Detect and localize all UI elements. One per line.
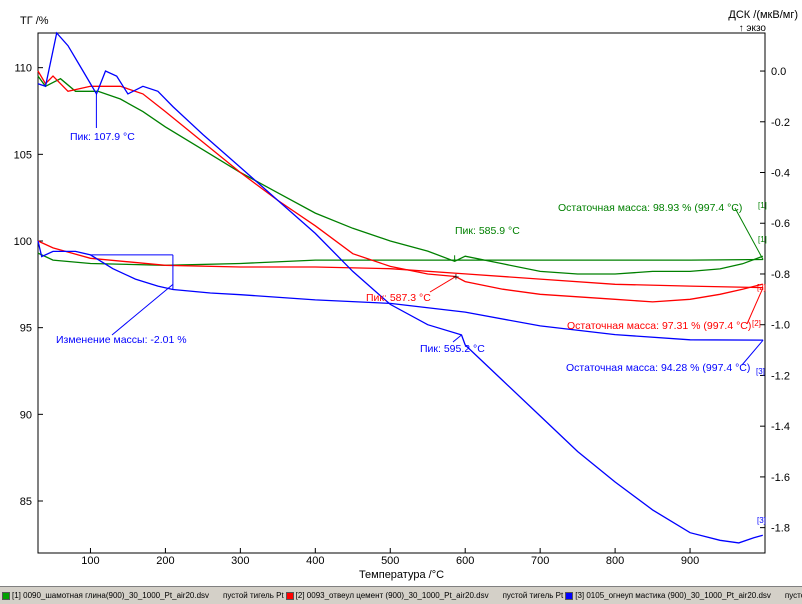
- legend-blank-3: пустой тигель Pt: [785, 591, 802, 600]
- tg-curve-3: [37, 240, 764, 341]
- mass-change-leader: [111, 283, 174, 336]
- legend-blank-label-1: пустой тигель Pt: [223, 591, 284, 600]
- x-tick-label: 700: [531, 555, 549, 567]
- curves: [37, 31, 764, 544]
- legend-swatch-red: [285, 591, 294, 600]
- dsc-curve-1: [37, 75, 764, 275]
- legend-label-3: [3] 0105_огнеуп мастика (900)_30_1000_Pt…: [575, 591, 771, 600]
- y-right-tick-label: -1.8: [771, 523, 790, 535]
- y-right-tick-label: -0.6: [771, 218, 790, 230]
- y-right-tick-label: -0.8: [771, 269, 790, 281]
- peak-label-blue-2: Пик: 595.2 °C: [420, 343, 485, 355]
- y-left-tick-label: 95: [20, 323, 32, 335]
- curve-tag: [1]: [758, 201, 767, 210]
- mass-change-label: Изменение массы: -2.01 %: [56, 334, 187, 346]
- x-axis-label: Температура /°C: [359, 569, 444, 581]
- peak-leader: [452, 334, 462, 343]
- plot-frame: [37, 32, 766, 554]
- dsc-curve-2: [37, 70, 763, 303]
- legend-item-1[interactable]: [1] 0090_шамотная глина(900)_30_1000_Pt_…: [2, 591, 209, 600]
- tg-curve-2: [37, 240, 764, 289]
- residual-label-green: Остаточная масса: 98.93 % (997.4 °C): [558, 202, 742, 214]
- legend-swatch-green: [2, 591, 10, 600]
- x-tick-label: 800: [606, 555, 624, 567]
- x-tick-label: 400: [306, 555, 324, 567]
- legend-label-2: [2] 0093_отвеул цемент (900)_30_1000_Pt_…: [295, 591, 489, 600]
- legend-blank-label-2: пустой тигель Pt: [502, 591, 564, 600]
- residual-label-blue: Остаточная масса: 94.28 % (997.4 °C): [566, 362, 750, 374]
- tg-curve-1: [37, 252, 764, 266]
- curve-tag: [2]: [757, 283, 766, 292]
- curve-tag: [3]: [756, 367, 765, 376]
- x-tick-label: 300: [231, 555, 249, 567]
- y-right-tick-label: -1.0: [771, 320, 790, 332]
- tg-dsc-chart: 100 200 300 400 500 600 700 800 900 85 90 95 100 105 1…: [14, 9, 798, 581]
- y-right-tick-label: 0.0: [771, 66, 786, 78]
- residual-leader: [734, 207, 764, 260]
- y-left-tick-label: 110: [14, 63, 32, 75]
- y-right-tick-label: -1.2: [771, 370, 790, 382]
- legend-bar: [1] 0090_шамотная глина(900)_30_1000_Pt_…: [0, 586, 802, 604]
- peak-leader: [429, 276, 456, 293]
- legend-blank-2: пустой тигель Pt: [503, 591, 564, 600]
- x-tick-label: 600: [456, 555, 474, 567]
- dsc-curve-3: [37, 31, 763, 544]
- peak-marker: +: [453, 272, 459, 284]
- legend-swatch-blue: [565, 591, 574, 600]
- peak-label-red: Пик: 587.3 °C: [366, 292, 431, 304]
- y-left-axis-label: ТГ /%: [20, 15, 49, 27]
- residual-label-red: Остаточная масса: 97.31 % (997.4 °C): [567, 320, 751, 332]
- legend-blank-1: пустой тигель Pt: [223, 591, 284, 600]
- axes: 100 200 300 400 500 600 700 800 900 85 90 95 100 105 1…: [14, 9, 798, 581]
- legend-item-3[interactable]: [3] 0105_огнеуп мастика (900)_30_1000_Pt…: [565, 591, 771, 600]
- x-tick-label: 100: [81, 555, 99, 567]
- residual-leader: [741, 339, 764, 366]
- y-right-tick-label: -1.6: [771, 472, 790, 484]
- y-left-tick-label: 100: [14, 236, 32, 248]
- residual-leader: [746, 287, 764, 325]
- y-left-tick-label: 105: [14, 149, 32, 161]
- legend-item-2[interactable]: [2] 0093_отвеул цемент (900)_30_1000_Pt_…: [285, 591, 489, 600]
- legend-blank-label-3: пустой тигель Pt: [784, 591, 802, 600]
- annotations: [1] [1] [2] [2] [3] [3] Пик: 107.9 °C Пик: 585.…: [56, 93, 767, 525]
- y-right-tick-label: -0.4: [771, 168, 790, 180]
- y-left-tick-label: 85: [20, 496, 32, 508]
- legend-label-1: [1] 0090_шамотная глина(900)_30_1000_Pt_…: [12, 591, 210, 600]
- y-right-axis-label: ДСК /(мкВ/мг): [728, 9, 798, 21]
- x-tick-label: 500: [381, 555, 399, 567]
- y-right-tick-label: -0.2: [771, 117, 790, 129]
- x-tick-label: 900: [681, 555, 699, 567]
- y-left-tick-label: 90: [20, 409, 32, 421]
- curve-tag: [1]: [758, 235, 767, 244]
- y-right-tick-label: -1.4: [771, 421, 790, 433]
- peak-label-green: Пик: 585.9 °C: [455, 225, 520, 237]
- curve-tag: [2]: [752, 319, 761, 328]
- curve-tag: [3]: [757, 516, 766, 525]
- peak-label-blue-1: Пик: 107.9 °C: [70, 131, 135, 143]
- exo-note: ↑ экзо: [739, 23, 767, 34]
- x-tick-label: 200: [156, 555, 174, 567]
